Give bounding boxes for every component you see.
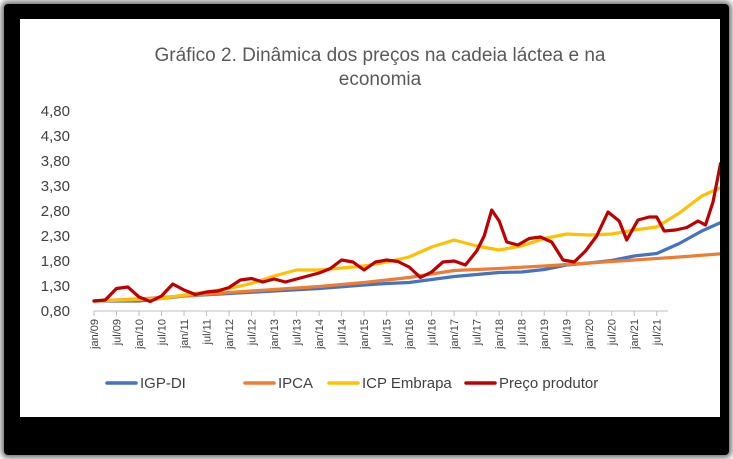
y-tick-label: 4,80 xyxy=(41,103,70,120)
y-tick-label: 1,30 xyxy=(41,278,70,295)
series-lines xyxy=(92,161,720,304)
x-tick-label: jul/13 xyxy=(292,319,304,346)
legend-label: ICP Embrapa xyxy=(362,375,452,392)
x-tick-label: jul/10 xyxy=(157,319,169,346)
legend-label: IGP-DI xyxy=(140,375,186,392)
y-tick-label: 3,30 xyxy=(41,178,70,195)
chart-title: Gráfico 2. Dinâmica dos preços na cadeia… xyxy=(155,45,606,90)
x-tick-label: jul/11 xyxy=(202,319,214,345)
x-tick-label: jul/14 xyxy=(337,319,349,346)
x-tick-label: jul/09 xyxy=(112,319,124,346)
x-tick-label: jan/15 xyxy=(359,319,371,350)
x-tick-label: jul/15 xyxy=(382,319,394,346)
y-tick-label: 2,80 xyxy=(41,203,70,220)
x-tick-label: jul/12 xyxy=(247,319,259,346)
y-axis: 0,80 1,30 1,80 2,30 2,80 3,30 3,80 4,30 4,80 xyxy=(41,103,70,320)
x-tick-label: jan/17 xyxy=(449,319,461,350)
x-tick-label: jan/10 xyxy=(134,319,146,350)
x-tick-label: jan/19 xyxy=(539,319,551,350)
x-tick-label: jan/14 xyxy=(314,319,326,350)
x-tick-label: jan/16 xyxy=(404,319,416,350)
x-tick-label: jul/19 xyxy=(562,319,574,346)
y-tick-label: 3,80 xyxy=(41,153,70,170)
x-tick-label: jul/17 xyxy=(472,319,484,346)
chart-canvas: Gráfico 2. Dinâmica dos preços na cadeia… xyxy=(41,45,720,392)
legend-label: Preço produtor xyxy=(499,375,598,392)
y-tick-label: 1,80 xyxy=(41,253,70,270)
x-tick-label: jan/11 xyxy=(179,319,191,349)
x-tick-label: jan/12 xyxy=(224,319,236,350)
x-tick-label: jan/13 xyxy=(269,319,281,350)
chart-title-line-2: economia xyxy=(339,69,422,90)
series-line-4 xyxy=(92,161,720,304)
series-line-3 xyxy=(92,186,720,303)
x-tick-label: jul/20 xyxy=(607,319,619,346)
legend-label: IPCA xyxy=(278,375,313,392)
series-line-2 xyxy=(92,252,720,303)
x-tick-label: jan/20 xyxy=(584,319,596,350)
x-tick-label: jul/16 xyxy=(427,319,439,346)
chart-title-line-1: Gráfico 2. Dinâmica dos preços na cadeia… xyxy=(155,45,606,66)
y-tick-label: 4,30 xyxy=(41,128,70,145)
x-tick-label: jan/18 xyxy=(494,319,506,350)
chart-panel: Gráfico 2. Dinâmica dos preços na cadeia… xyxy=(20,19,720,417)
y-tick-label: 2,30 xyxy=(41,228,70,245)
x-axis: jan/09 jul/09 jan/10 jul/10 jan/11 jul/11 jan/… xyxy=(89,310,668,350)
legend: IGP-DI IPCA ICP Embrapa Preço produtor xyxy=(105,375,598,392)
x-tick-label: jan/21 xyxy=(629,319,641,350)
x-tick-label: jul/21 xyxy=(652,319,664,346)
y-tick-label: 0,80 xyxy=(41,303,70,320)
x-tick-label: jan/09 xyxy=(89,319,101,350)
x-tick-label: jul/18 xyxy=(517,319,529,346)
